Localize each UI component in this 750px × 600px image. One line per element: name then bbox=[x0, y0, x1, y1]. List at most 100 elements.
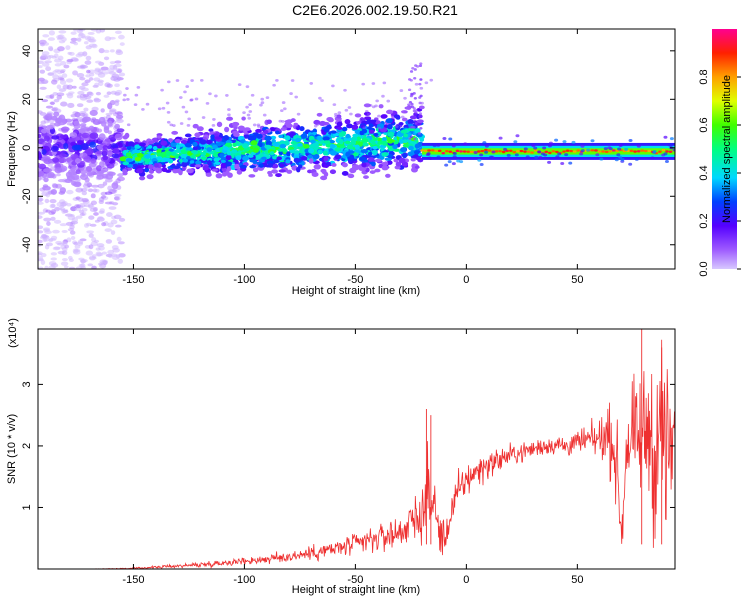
heatmap-blob bbox=[139, 176, 146, 181]
heatmap-blob bbox=[160, 140, 168, 146]
heatmap-line-segment bbox=[437, 149, 442, 153]
heatmap-blob bbox=[215, 173, 223, 179]
heatmap-blob bbox=[241, 116, 246, 121]
heatmap-blob bbox=[106, 212, 113, 217]
heatmap-blob bbox=[171, 130, 179, 135]
heatmap-blob bbox=[85, 165, 93, 173]
heatmap-blob bbox=[109, 61, 116, 65]
heatmap-blob bbox=[40, 120, 46, 125]
heatmap-blob bbox=[38, 243, 42, 247]
heatmap-blob bbox=[343, 88, 347, 92]
heatmap-blob bbox=[345, 133, 351, 139]
heatmap-blob bbox=[488, 155, 493, 159]
heatmap-blob bbox=[38, 239, 43, 244]
heatmap-blob bbox=[55, 118, 63, 124]
heatmap-blob bbox=[285, 159, 291, 164]
snr-line-series bbox=[38, 329, 675, 569]
heatmap-blob bbox=[111, 182, 119, 190]
heatmap-blob bbox=[580, 149, 585, 153]
heatmap-line-segment bbox=[597, 150, 602, 153]
heatmap-blob bbox=[363, 103, 372, 108]
heatmap-line-segment bbox=[469, 150, 474, 154]
heatmap-blob bbox=[211, 168, 219, 172]
heatmap-blob bbox=[107, 249, 115, 255]
heatmap-blob bbox=[175, 148, 182, 154]
heatmap-blob bbox=[99, 208, 105, 213]
heatmap-blob bbox=[46, 221, 51, 226]
heatmap-blob bbox=[211, 124, 216, 127]
heatmap-blob bbox=[116, 118, 124, 123]
heatmap-blob bbox=[409, 126, 413, 129]
heatmap-blob bbox=[278, 119, 283, 123]
heatmap-blob bbox=[77, 197, 84, 202]
heatmap-blob bbox=[76, 73, 85, 78]
heatmap-blob bbox=[45, 124, 54, 130]
bottom-y-tick-label: 3 bbox=[21, 381, 33, 387]
heatmap-blob bbox=[95, 91, 102, 96]
heatmap-line-segment bbox=[604, 150, 609, 154]
heatmap-blob bbox=[296, 166, 301, 173]
heatmap-blob bbox=[416, 65, 420, 68]
heatmap-blob bbox=[72, 85, 77, 89]
heatmap-blob bbox=[213, 157, 220, 162]
heatmap-blob bbox=[562, 140, 567, 144]
heatmap-blob bbox=[87, 91, 94, 97]
heatmap-blob bbox=[386, 99, 391, 103]
heatmap-blob bbox=[38, 133, 42, 139]
heatmap-blob bbox=[414, 113, 418, 116]
heatmap-blob bbox=[252, 123, 257, 127]
heatmap-blob bbox=[76, 103, 84, 108]
heatmap-blob bbox=[246, 113, 251, 117]
heatmap-blob bbox=[105, 112, 113, 116]
heatmap-blob bbox=[237, 83, 242, 87]
top-plot-frame bbox=[37, 28, 676, 270]
heatmap-blob bbox=[318, 140, 324, 145]
heatmap-blob bbox=[271, 139, 277, 143]
heatmap-blob bbox=[100, 195, 107, 199]
heatmap-blob bbox=[223, 135, 230, 141]
heatmap-blob bbox=[77, 239, 84, 245]
top-y-tick-label: 0 bbox=[21, 145, 33, 151]
heatmap-blob bbox=[192, 146, 199, 151]
heatmap-blob bbox=[114, 60, 122, 64]
heatmap-blob bbox=[407, 119, 414, 125]
top-axis-ticks: -150 -100 -50 0 50 -40 -20 0 20 40 bbox=[21, 29, 675, 286]
heatmap-blob bbox=[102, 155, 108, 161]
heatmap-line-segment bbox=[430, 149, 435, 152]
heatmap-blob bbox=[432, 144, 437, 148]
heatmap-blob bbox=[41, 79, 49, 85]
heatmap-blob bbox=[380, 114, 388, 119]
heatmap-blob bbox=[101, 222, 107, 227]
heatmap-blob bbox=[94, 82, 100, 87]
heatmap-blob bbox=[96, 154, 102, 161]
heatmap-blob bbox=[144, 167, 150, 173]
heatmap-blob bbox=[411, 67, 415, 70]
heatmap-blob bbox=[237, 125, 245, 131]
heatmap-line-segment bbox=[501, 150, 506, 154]
heatmap-blob bbox=[224, 126, 230, 133]
heatmap-blob bbox=[408, 100, 413, 104]
heatmap-blob bbox=[94, 67, 101, 72]
heatmap-blob bbox=[416, 119, 424, 124]
heatmap-blob bbox=[331, 84, 335, 88]
heatmap-blob bbox=[270, 135, 277, 140]
heatmap-blob bbox=[242, 143, 249, 149]
colorbar bbox=[712, 29, 737, 269]
heatmap-blob bbox=[85, 250, 94, 256]
heatmap-blob bbox=[84, 148, 94, 156]
heatmap-blob bbox=[114, 123, 120, 130]
heatmap-blob bbox=[116, 128, 125, 133]
heatmap-blob bbox=[291, 118, 295, 121]
heatmap-blob bbox=[444, 163, 449, 167]
heatmap-blob bbox=[400, 129, 408, 134]
heatmap-blob bbox=[104, 201, 113, 205]
heatmap-blob bbox=[374, 158, 382, 163]
heatmap-blob bbox=[126, 98, 130, 101]
heatmap-blob bbox=[161, 167, 168, 173]
heatmap-blob bbox=[127, 163, 134, 168]
heatmap-blob bbox=[41, 149, 47, 155]
heatmap-blob bbox=[48, 265, 56, 269]
heatmap-blob bbox=[398, 121, 404, 126]
heatmap-blob bbox=[414, 143, 420, 149]
heatmap-blob bbox=[38, 256, 44, 262]
